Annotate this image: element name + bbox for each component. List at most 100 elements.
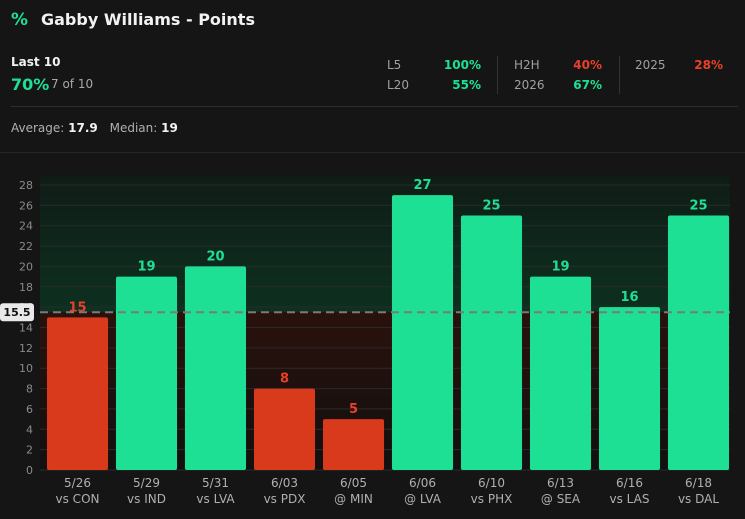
x-opponent-label: @ LVA — [404, 492, 442, 506]
stat-label: H2H — [514, 58, 540, 72]
bar-value-label: 5 — [349, 402, 358, 417]
bar-value-label: 25 — [689, 199, 707, 214]
bar — [184, 266, 247, 470]
bar-value-label: 8 — [280, 372, 289, 387]
x-date-label: 5/29 — [133, 476, 160, 490]
stat-value: 28% — [694, 58, 723, 72]
bar-value-label: 19 — [137, 260, 155, 275]
average-median-row: Average: 17.9 Median: 19 — [11, 121, 186, 135]
stats-panel: Last 10 70% 7 of 10 L5 100% L20 55% H2H … — [0, 42, 745, 150]
bar — [598, 307, 661, 470]
x-date-label: 6/03 — [271, 476, 298, 490]
stat-label: L20 — [387, 78, 409, 92]
y-axis: 0246810121416182022242628 — [19, 179, 33, 477]
x-opponent-label: vs LVA — [196, 492, 235, 506]
y-tick-label: 20 — [19, 260, 33, 273]
prop-line: 15.5 — [0, 303, 730, 322]
y-tick-label: 24 — [19, 220, 33, 233]
bar-group: 25 — [460, 199, 523, 470]
y-tick-label: 14 — [19, 322, 33, 335]
y-tick-label: 22 — [19, 240, 33, 253]
section-divider — [11, 106, 738, 107]
bar-group: 25 — [667, 199, 730, 470]
bar-group: 19 — [115, 260, 178, 470]
x-date-label: 5/31 — [202, 476, 229, 490]
hit-percentage: 70% — [11, 75, 50, 94]
x-axis-labels: 5/26 vs CON 5/29 vs IND 5/31 vs LVA 6/03 vs PDX… — [56, 476, 720, 506]
x-date-label: 6/13 — [547, 476, 574, 490]
stat-l5: L5 100% — [387, 58, 481, 74]
median-label: Median: — [109, 121, 158, 135]
y-tick-label: 26 — [19, 199, 33, 212]
average-label: Average: — [11, 121, 65, 135]
last-label: Last 10 — [11, 55, 61, 69]
prop-line-label: 15.5 — [3, 306, 30, 319]
bar — [253, 388, 316, 470]
x-date-label: 6/06 — [409, 476, 436, 490]
percent-icon: % — [11, 10, 29, 30]
y-tick-label: 8 — [26, 383, 33, 396]
bar-value-label: 27 — [413, 178, 431, 193]
bar — [667, 215, 730, 470]
bar-value-label: 20 — [206, 249, 224, 264]
stat-h2h: H2H 40% — [514, 58, 602, 74]
points-bar-chart: 0246810121416182022242628 15192085272519… — [0, 175, 730, 506]
bar-value-label: 16 — [620, 290, 638, 305]
y-tick-label: 10 — [19, 362, 33, 375]
card-header: % Gabby Williams - Points — [0, 0, 745, 40]
y-tick-label: 6 — [26, 403, 33, 416]
chart-divider — [0, 152, 745, 153]
stat-label: L5 — [387, 58, 402, 72]
stat-2026: 2026 67% — [514, 78, 602, 94]
bar-group: 8 — [253, 372, 316, 470]
y-tick-label: 28 — [19, 179, 33, 192]
x-date-label: 6/18 — [685, 476, 712, 490]
average-value: 17.9 — [68, 121, 98, 135]
x-opponent-label: vs DAL — [678, 492, 719, 506]
bar-group: 16 — [598, 290, 661, 470]
x-date-label: 6/10 — [478, 476, 505, 490]
stat-divider — [497, 56, 498, 94]
bar — [391, 195, 454, 470]
bar — [46, 317, 109, 470]
y-tick-label: 0 — [26, 464, 33, 477]
x-date-label: 6/16 — [616, 476, 643, 490]
bar-group: 5 — [322, 402, 385, 470]
stat-value: 55% — [452, 78, 481, 92]
bar — [529, 276, 592, 470]
stat-label: 2026 — [514, 78, 545, 92]
x-opponent-label: vs PDX — [264, 492, 306, 506]
x-opponent-label: vs LAS — [610, 492, 650, 506]
bar-group: 15 — [46, 300, 109, 470]
x-opponent-label: vs IND — [127, 492, 166, 506]
stat-2025: 2025 28% — [635, 58, 723, 74]
stat-value: 40% — [573, 58, 602, 72]
bar-value-label: 25 — [482, 199, 500, 214]
x-opponent-label: @ MIN — [334, 492, 373, 506]
bar-group: 19 — [529, 260, 592, 470]
bar-group: 20 — [184, 249, 247, 470]
stat-label: 2025 — [635, 58, 666, 72]
bar-group: 27 — [391, 178, 454, 470]
stat-l20: L20 55% — [387, 78, 481, 94]
bar — [460, 215, 523, 470]
bar — [322, 419, 385, 470]
stat-value: 67% — [573, 78, 602, 92]
prop-line-badge — [0, 303, 34, 322]
bar — [115, 276, 178, 470]
x-date-label: 5/26 — [64, 476, 91, 490]
hit-count: 7 of 10 — [51, 77, 94, 91]
y-tick-label: 2 — [26, 444, 33, 457]
x-opponent-label: vs PHX — [471, 492, 513, 506]
x-date-label: 6/05 — [340, 476, 367, 490]
x-opponent-label: @ SEA — [541, 492, 581, 506]
page-title: Gabby Williams - Points — [41, 10, 255, 29]
x-opponent-label: vs CON — [56, 492, 100, 506]
bars: 15 19 20 8 5 27 25 19 16 25 — [46, 178, 730, 470]
y-tick-label: 18 — [19, 281, 33, 294]
y-tick-label: 4 — [26, 423, 33, 436]
median-value: 19 — [161, 121, 178, 135]
bar-value-label: 19 — [551, 260, 569, 275]
stat-divider — [619, 56, 620, 94]
y-tick-label: 12 — [19, 342, 33, 355]
